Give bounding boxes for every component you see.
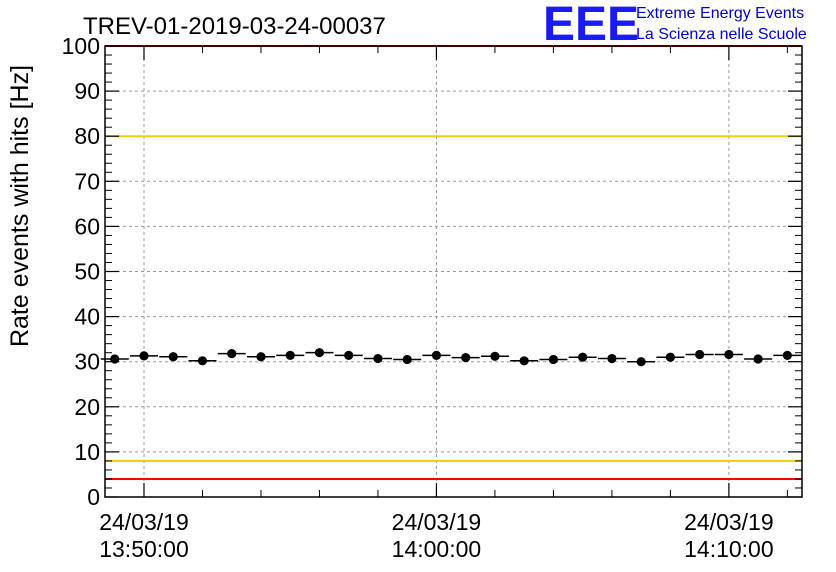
y-tick-label: 90 <box>74 78 100 104</box>
data-points <box>100 348 802 367</box>
x-tick-time: 14:10:00 <box>684 536 774 562</box>
data-point <box>724 349 734 360</box>
brand-logo: EEE <box>543 0 639 51</box>
y-tick-label: 0 <box>87 484 100 510</box>
data-point <box>197 356 208 366</box>
y-tick-label: 80 <box>74 123 100 149</box>
reference-lines <box>105 45 802 480</box>
y-tick-labels: 0 10 20 30 40 50 60 70 80 90 100 <box>62 33 100 510</box>
data-point <box>461 353 471 363</box>
data-point <box>168 352 178 362</box>
x-tick-date: 24/03/19 <box>392 509 482 535</box>
data-point <box>695 349 705 360</box>
data-point <box>753 354 763 364</box>
data-point <box>519 356 529 366</box>
y-tick-label: 40 <box>74 304 100 330</box>
data-point <box>607 353 617 364</box>
chart-title: TREV-01-2019-03-24-00037 <box>83 13 386 40</box>
data-point <box>578 352 588 362</box>
data-point <box>490 351 500 361</box>
data-point <box>373 353 383 364</box>
x-tick-date: 24/03/19 <box>684 509 774 535</box>
x-tick-time: 14:00:00 <box>392 536 482 562</box>
data-point <box>431 350 442 360</box>
data-point <box>110 354 120 364</box>
data-point <box>344 350 354 360</box>
y-tick-label: 60 <box>74 213 100 239</box>
x-tick-date: 24/03/19 <box>99 509 189 535</box>
data-point <box>402 354 412 365</box>
y-tick-label: 30 <box>74 349 100 375</box>
brand-line-1: Extreme Energy Events <box>636 5 804 22</box>
y-tick-label: 20 <box>74 394 100 420</box>
y-tick-label: 70 <box>74 168 100 194</box>
y-axis-label: Rate events with hits [Hz] <box>6 65 34 347</box>
y-tick-label: 10 <box>74 439 100 465</box>
x-tick-labels: 24/03/1913:50:0024/03/1914:00:0024/03/19… <box>99 509 773 562</box>
data-point <box>548 354 559 365</box>
data-point <box>636 357 646 367</box>
brand-line-2: La Scienza nelle Scuole <box>636 26 807 43</box>
grid-lines <box>105 46 802 497</box>
data-point <box>665 352 675 362</box>
data-point <box>285 350 295 360</box>
data-point <box>139 351 149 361</box>
data-point <box>256 352 266 362</box>
x-tick-time: 13:50:00 <box>99 536 189 562</box>
data-point <box>782 350 792 360</box>
y-tick-label: 50 <box>74 259 100 285</box>
y-tick-label: 100 <box>62 33 100 59</box>
data-point <box>314 348 325 358</box>
plot-frame <box>104 45 803 498</box>
data-point <box>227 348 237 359</box>
